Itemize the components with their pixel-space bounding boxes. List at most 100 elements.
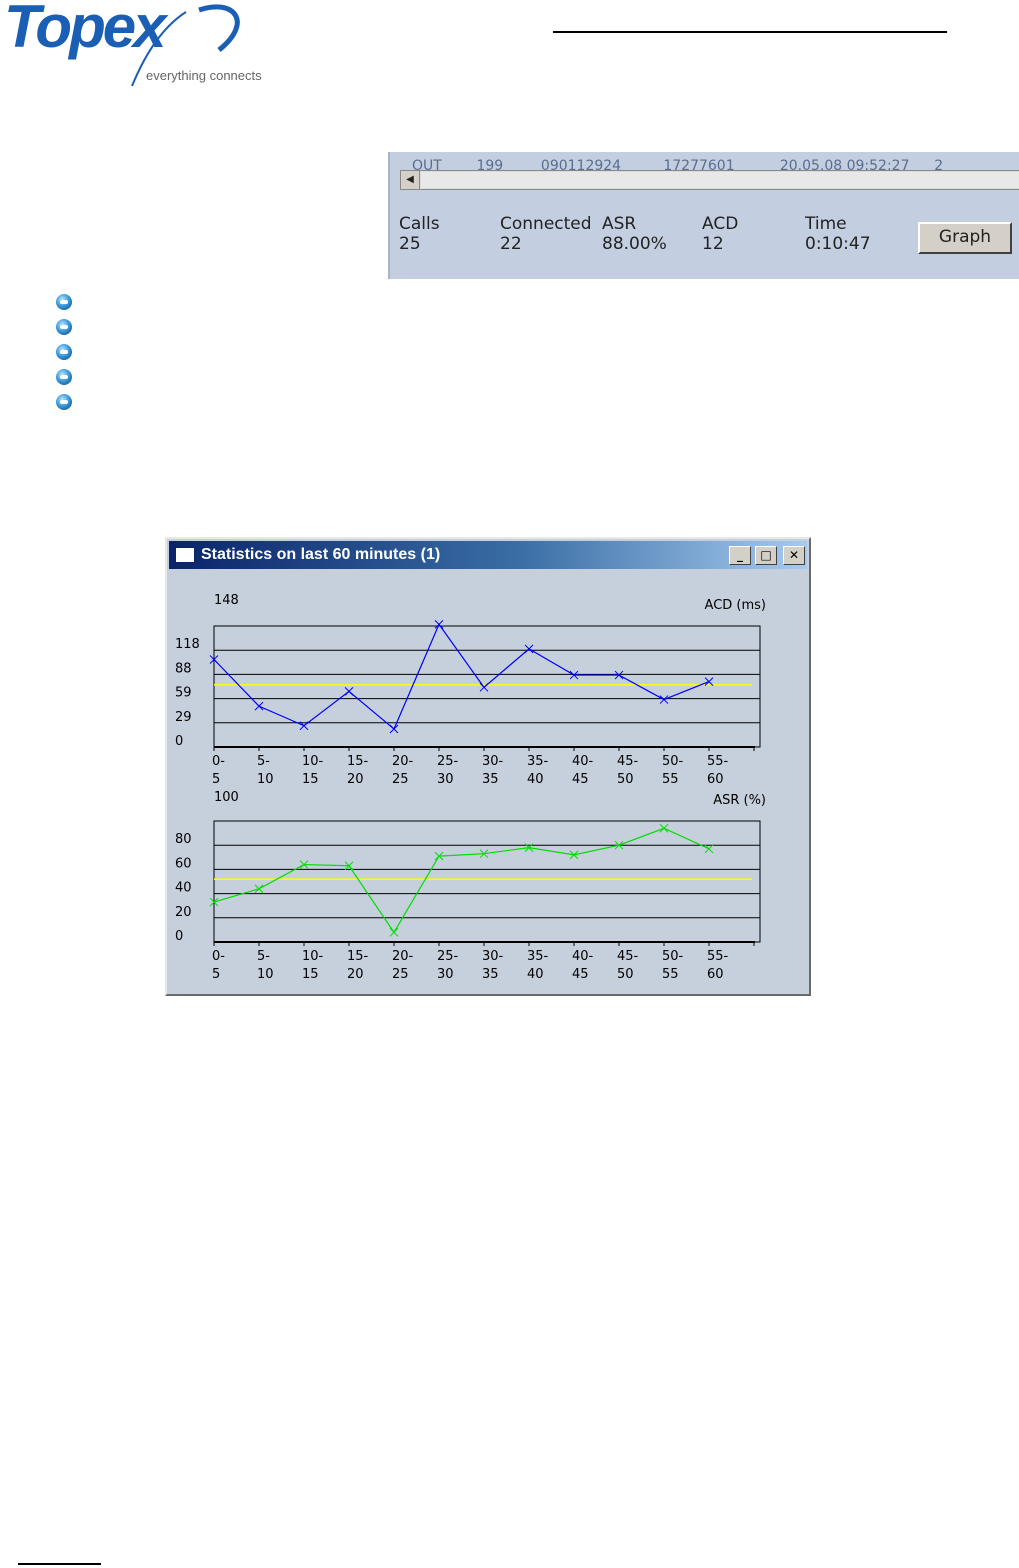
data-point	[299, 721, 309, 731]
x-tick-label: 45	[572, 967, 589, 982]
x-tick-label: 50	[617, 967, 634, 982]
data-point	[479, 849, 489, 859]
x-tick-label: 15-	[347, 949, 369, 964]
x-tick-label: 55-	[707, 754, 729, 769]
x-tick-label: 20-	[392, 754, 414, 769]
x-tick-label: 5	[212, 772, 220, 787]
bullet-icon	[56, 319, 72, 335]
x-tick-label: 5-	[257, 754, 270, 769]
logo-wordmark: Topex	[4, 0, 166, 60]
footer-rule	[18, 1563, 101, 1565]
stat-calls-value: 25	[399, 234, 421, 254]
stat-connected: Connected 22	[500, 214, 592, 254]
window-titlebar[interactable]: Statistics on last 60 minutes (1) _ □ ✕	[169, 541, 807, 569]
y-tick-label: 88	[175, 661, 192, 676]
data-point	[614, 670, 624, 680]
scroll-left-icon[interactable]: ◀	[401, 171, 420, 189]
x-tick-label: 50-	[662, 754, 684, 769]
plot-frame	[213, 820, 761, 943]
minimize-icon[interactable]: _	[729, 546, 751, 565]
horizontal-scrollbar[interactable]: ◀	[400, 170, 1019, 190]
x-tick-label: 10-	[302, 949, 324, 964]
data-point	[299, 860, 309, 869]
y-tick-label: 29	[175, 710, 192, 725]
x-tick-label: 10	[257, 967, 274, 982]
statistics-window: Statistics on last 60 minutes (1) _ □ ✕ …	[165, 537, 811, 996]
bullet-icon	[56, 294, 72, 310]
data-point	[569, 670, 579, 680]
maximize-icon[interactable]: □	[755, 546, 777, 565]
x-tick-label: 45-	[617, 949, 639, 964]
data-point	[659, 823, 669, 833]
x-tick-label: 25-	[437, 754, 459, 769]
chart-title: ACD (ms)	[705, 598, 766, 613]
data-point	[704, 677, 714, 686]
x-tick-label: 15	[302, 772, 319, 787]
x-tick-label: 45-	[617, 754, 639, 769]
graph-button[interactable]: Graph	[918, 222, 1012, 254]
bullet-icon	[56, 369, 72, 385]
chart-title: ASR (%)	[713, 793, 766, 808]
data-point	[659, 695, 669, 704]
stat-time-value: 0:10:47	[805, 234, 871, 254]
stat-asr-value: 88.00%	[602, 234, 667, 254]
x-tick-label: 55	[662, 967, 679, 982]
bullet-icon	[56, 344, 72, 360]
stat-time-label: Time	[805, 214, 847, 234]
topex-logo: Topex everything connects	[4, 0, 274, 92]
x-tick-label: 15-	[347, 754, 369, 769]
y-tick-label: 100	[214, 790, 239, 805]
data-point	[434, 851, 444, 861]
y-tick-label: 40	[175, 881, 192, 896]
stat-asr-label: ASR	[602, 214, 637, 234]
scrollbar-thumb[interactable]	[421, 172, 1019, 188]
logo-swoosh-icon	[131, 4, 240, 87]
x-tick-label: 55-	[707, 949, 729, 964]
close-icon[interactable]: ✕	[783, 546, 805, 565]
x-tick-label: 35	[482, 772, 499, 787]
data-point	[209, 897, 219, 907]
x-tick-label: 60	[707, 967, 724, 982]
x-tick-label: 40-	[572, 754, 594, 769]
x-tick-label: 60	[707, 772, 724, 787]
y-tick-label: 0	[175, 734, 183, 749]
x-tick-label: 35-	[527, 949, 549, 964]
stat-connected-label: Connected	[500, 214, 592, 234]
x-tick-label: 20	[347, 967, 364, 982]
x-tick-label: 50-	[662, 949, 684, 964]
window-title: Statistics on last 60 minutes (1)	[201, 546, 441, 563]
x-tick-label: 0-	[212, 949, 225, 964]
window-app-icon	[175, 547, 195, 563]
data-point	[479, 682, 489, 692]
data-point	[209, 655, 219, 664]
y-tick-label: 118	[175, 637, 200, 652]
x-tick-label: 30-	[482, 754, 504, 769]
cell-called: 17277601	[663, 158, 735, 172]
y-tick-label: 148	[214, 593, 239, 608]
x-tick-label: 40	[527, 772, 544, 787]
x-tick-label: 30-	[482, 949, 504, 964]
stat-calls: Calls 25	[399, 214, 440, 254]
series-line	[213, 623, 710, 730]
y-tick-label: 59	[175, 686, 192, 701]
x-tick-label: 5-	[257, 949, 270, 964]
logo-tagline: everything connects	[146, 68, 262, 83]
stat-calls-label: Calls	[399, 214, 440, 234]
x-tick-label: 55	[662, 772, 679, 787]
x-tick-label: 45	[572, 772, 589, 787]
cell-caller: 090112924	[540, 158, 622, 172]
data-point	[344, 687, 354, 696]
stat-time: Time 0:10:47	[805, 214, 871, 254]
x-tick-label: 5	[212, 967, 220, 982]
x-tick-label: 30	[437, 772, 454, 787]
data-point	[704, 844, 714, 854]
data-point	[569, 850, 579, 860]
x-tick-label: 20-	[392, 949, 414, 964]
x-tick-label: 15	[302, 967, 319, 982]
data-point	[389, 927, 399, 937]
x-tick-label: 35-	[527, 754, 549, 769]
bullet-icon	[56, 394, 72, 410]
x-tick-label: 40	[527, 967, 544, 982]
data-point	[434, 620, 444, 629]
